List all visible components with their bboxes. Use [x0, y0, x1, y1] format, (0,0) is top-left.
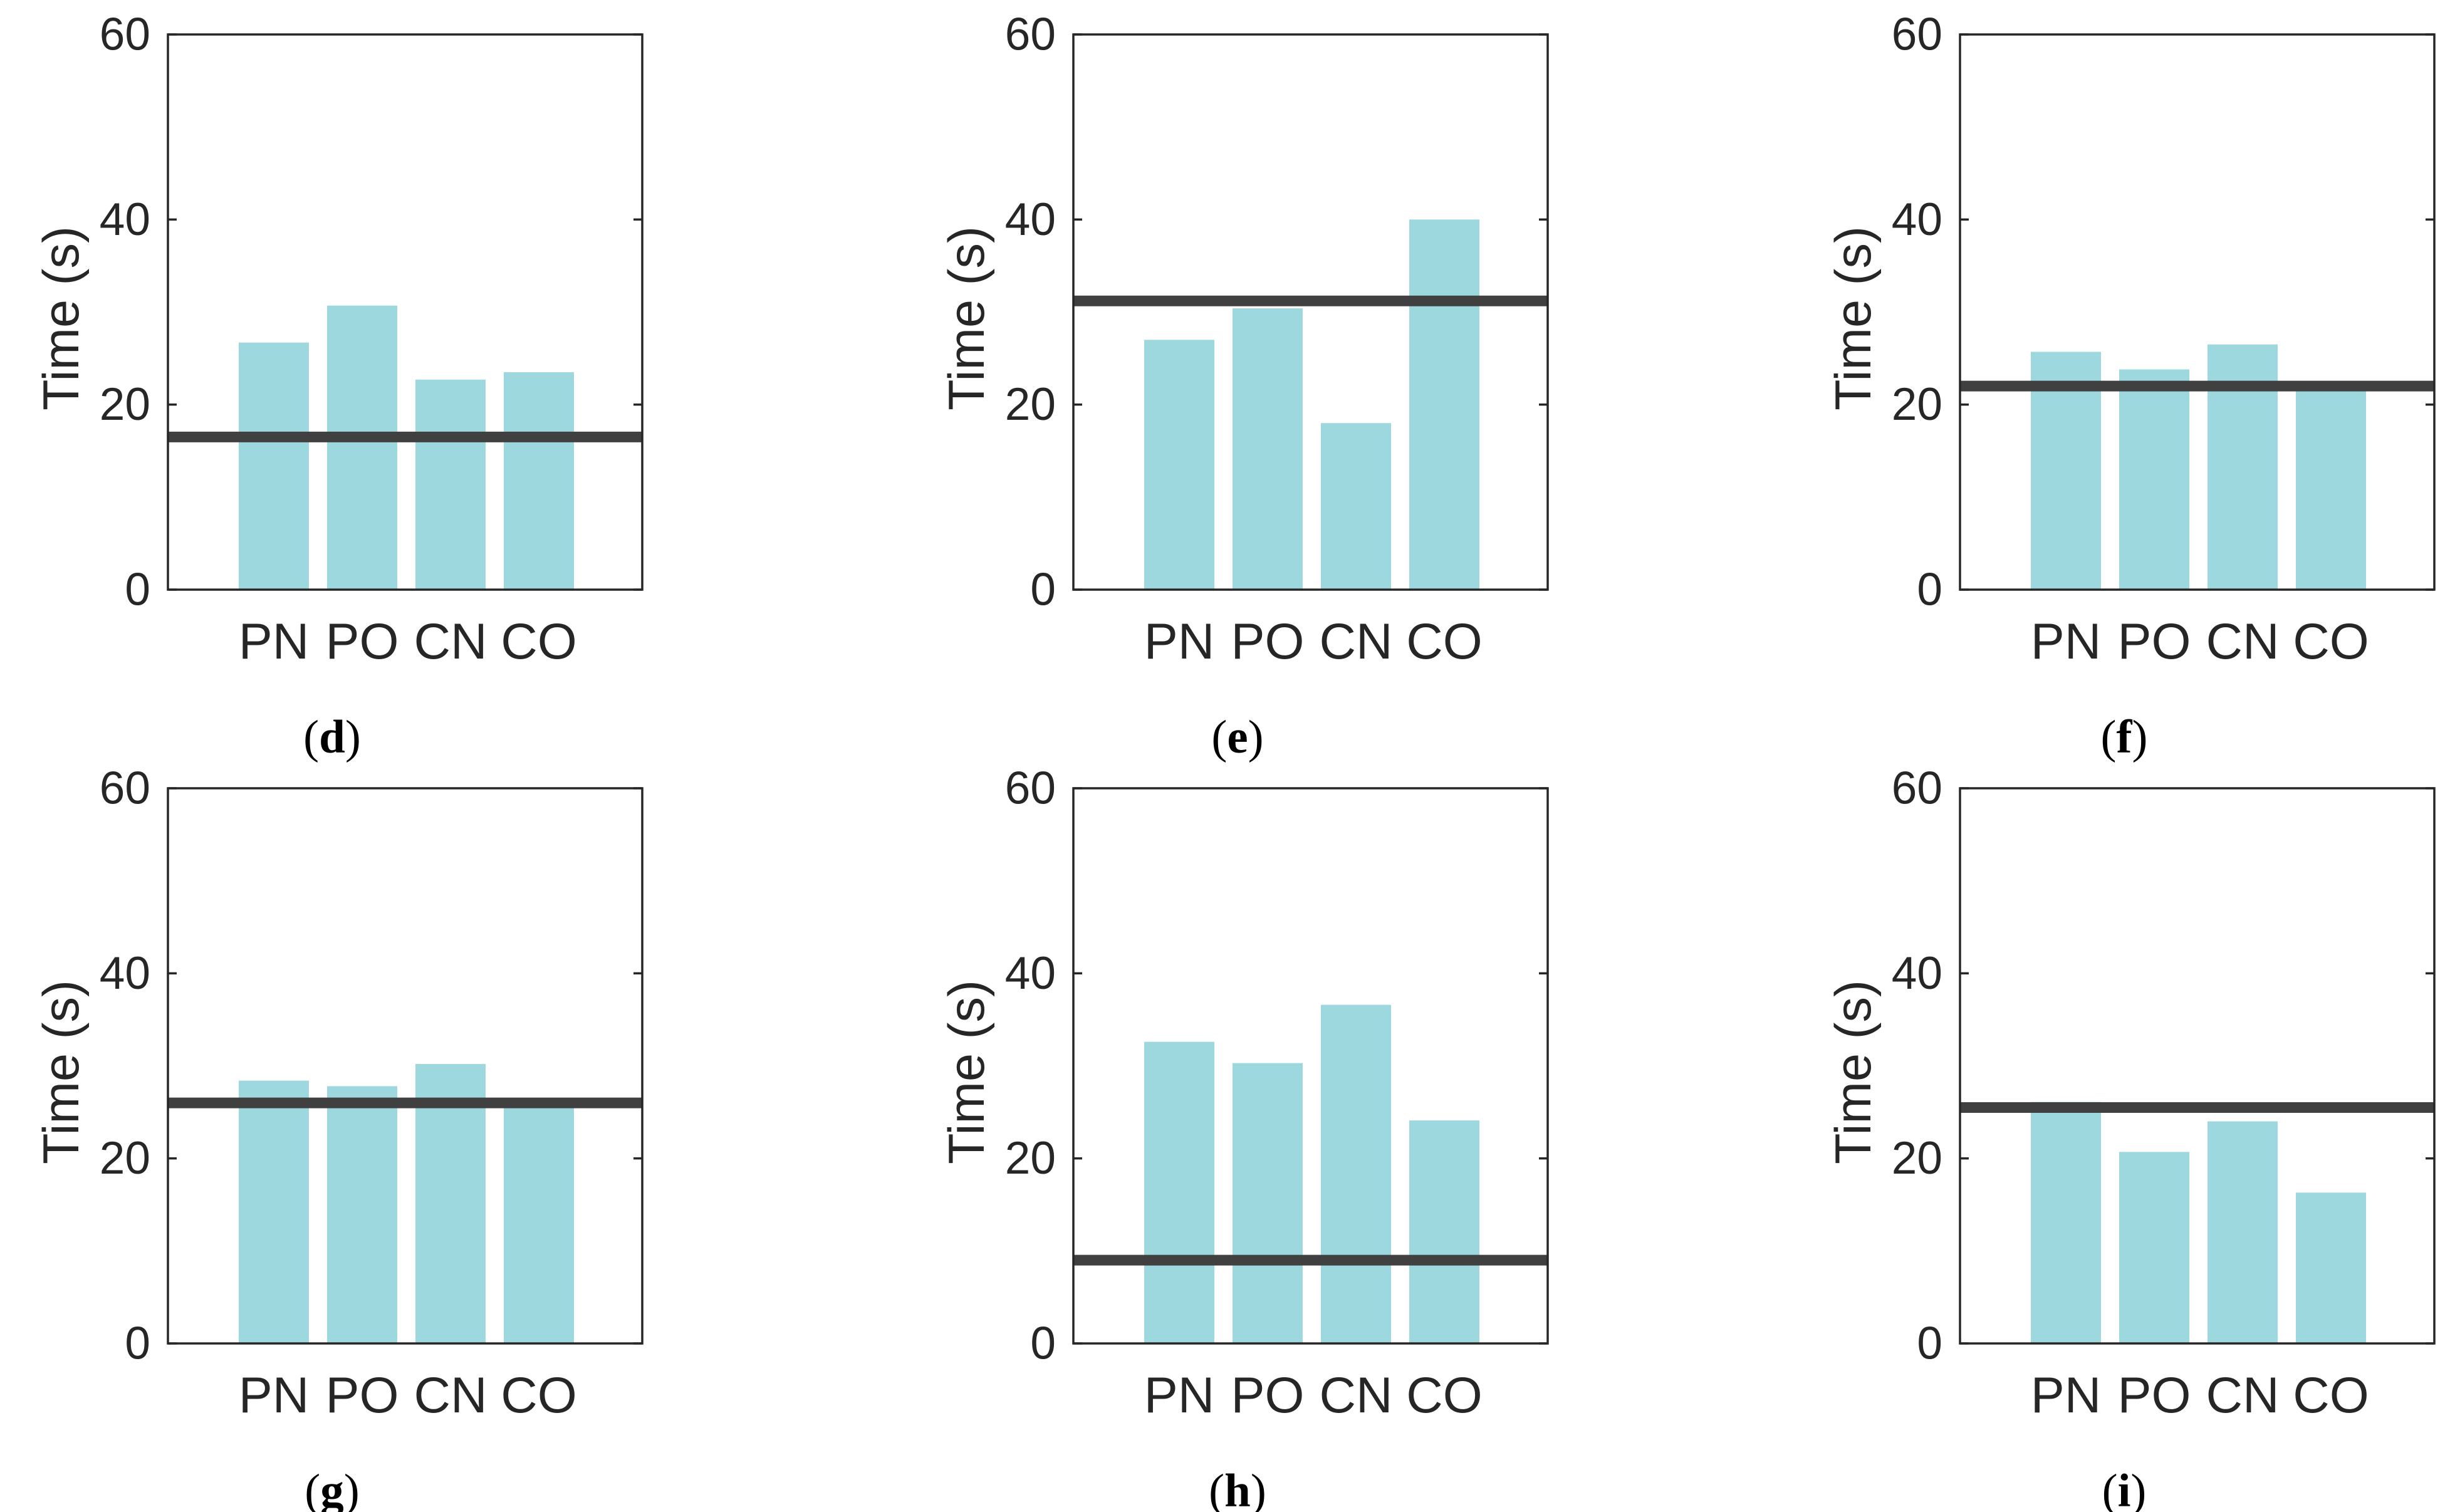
ytick-label-f-60: 60: [1892, 9, 1942, 60]
ytick-label-d-40: 40: [100, 194, 150, 245]
bar-f-po: [2119, 369, 2189, 590]
bar-h-po: [1233, 1063, 1303, 1343]
category-label-h-pn: PN: [1144, 1367, 1215, 1424]
category-label-d-pn: PN: [239, 613, 310, 670]
category-label-e-po: PO: [1231, 613, 1304, 670]
ytick-label-e-60: 60: [1005, 9, 1056, 60]
chart-panel-e: 0 20 40 60 PN PO CN CO Time (s) (e): [939, 9, 1549, 763]
category-label-h-po: PO: [1231, 1367, 1304, 1424]
category-label-i-co: CO: [2293, 1367, 2369, 1424]
bar-i-cn: [2208, 1121, 2278, 1343]
category-label-d-po: PO: [325, 613, 399, 670]
bar-e-co: [1409, 219, 1479, 590]
category-label-f-cn: CN: [2206, 613, 2280, 670]
category-label-f-pn: PN: [2031, 613, 2102, 670]
ytick-label-d-20: 20: [100, 379, 150, 430]
bar-i-pn: [2031, 1102, 2101, 1343]
y-axis-label-f: Time (s): [1825, 226, 1882, 410]
y-axis-label-i: Time (s): [1825, 980, 1882, 1164]
panel-label-f: (f): [2101, 711, 2148, 763]
chart-panel-i: 0 20 40 60 PN PO CN CO Time (s) (i): [1825, 763, 2436, 1512]
y-axis-label-g: Time (s): [33, 980, 90, 1164]
bar-f-co: [2296, 388, 2366, 590]
ytick-label-i-0: 0: [1917, 1318, 1942, 1369]
category-label-g-po: PO: [325, 1367, 399, 1424]
panel-label-g: (g): [305, 1465, 359, 1512]
ytick-label-e-40: 40: [1005, 194, 1056, 245]
bar-f-pn: [2031, 352, 2101, 590]
y-axis-label-e: Time (s): [939, 226, 995, 410]
bar-g-co: [504, 1103, 574, 1343]
ytick-label-f-0: 0: [1917, 565, 1942, 615]
ytick-label-g-40: 40: [100, 948, 150, 999]
category-label-i-cn: CN: [2206, 1367, 2280, 1424]
axes-box-h: [1072, 787, 1549, 1345]
panel-label-i: (i): [2102, 1465, 2147, 1512]
chart-panel-d: 0 20 40 60 PN PO CN CO Time (s) (d): [33, 9, 644, 763]
category-label-g-co: CO: [501, 1367, 577, 1424]
y-axis-label-h: Time (s): [939, 980, 995, 1164]
category-label-d-co: CO: [501, 613, 577, 670]
category-label-g-cn: CN: [414, 1367, 487, 1424]
category-label-f-po: PO: [2117, 613, 2191, 670]
category-label-i-pn: PN: [2031, 1367, 2102, 1424]
ytick-label-e-20: 20: [1005, 379, 1056, 430]
bar-h-pn: [1144, 1041, 1214, 1343]
panel-label-e: (e): [1211, 711, 1263, 763]
chart-panel-g: 0 20 40 60 PN PO CN CO Time (s) (g): [33, 763, 644, 1512]
ytick-label-f-40: 40: [1892, 194, 1942, 245]
ytick-label-h-40: 40: [1005, 948, 1056, 999]
ytick-label-g-0: 0: [125, 1318, 150, 1369]
ytick-label-h-0: 0: [1030, 1318, 1056, 1369]
ytick-label-i-20: 20: [1892, 1133, 1942, 1184]
bar-i-co: [2296, 1192, 2366, 1343]
axes-box-e: [1072, 33, 1549, 591]
ytick-label-d-60: 60: [100, 9, 150, 60]
category-label-g-pn: PN: [239, 1367, 310, 1424]
bar-g-cn: [415, 1064, 486, 1343]
bar-d-co: [504, 372, 574, 590]
category-label-h-cn: CN: [1320, 1367, 1393, 1424]
ytick-label-h-20: 20: [1005, 1133, 1056, 1184]
bar-d-cn: [415, 379, 486, 590]
category-label-h-co: CO: [1406, 1367, 1483, 1424]
ytick-label-i-40: 40: [1892, 948, 1942, 999]
bar-d-po: [327, 305, 397, 590]
bar-g-pn: [239, 1080, 309, 1343]
category-label-i-po: PO: [2117, 1367, 2191, 1424]
bar-d-pn: [239, 342, 309, 590]
y-axis-label-d: Time (s): [33, 226, 90, 410]
panel-label-h: (h): [1209, 1465, 1266, 1512]
ytick-label-h-60: 60: [1005, 763, 1056, 814]
bar-e-cn: [1321, 423, 1391, 590]
ytick-label-d-0: 0: [125, 565, 150, 615]
category-label-e-pn: PN: [1144, 613, 1215, 670]
ytick-label-i-60: 60: [1892, 763, 1942, 814]
bar-g-po: [327, 1086, 397, 1343]
panel-label-d: (d): [303, 711, 361, 763]
bar-e-pn: [1144, 340, 1214, 590]
category-label-e-cn: CN: [1320, 613, 1393, 670]
bar-e-po: [1233, 308, 1303, 590]
axes-box-d: [167, 33, 644, 591]
bar-i-po: [2119, 1152, 2189, 1343]
category-label-d-cn: CN: [414, 613, 487, 670]
chart-panel-h: 0 20 40 60 PN PO CN CO Time (s) (h): [939, 763, 1549, 1512]
chart-panel-f: 0 20 40 60 PN PO CN CO Time (s) (f): [1825, 9, 2436, 763]
ytick-label-e-0: 0: [1030, 565, 1056, 615]
ytick-label-g-60: 60: [100, 763, 150, 814]
axes-box-f: [1959, 33, 2436, 591]
ytick-label-g-20: 20: [100, 1133, 150, 1184]
bar-h-cn: [1321, 1004, 1391, 1343]
axes-box-i: [1959, 787, 2436, 1345]
bar-h-co: [1409, 1120, 1479, 1343]
category-label-e-co: CO: [1406, 613, 1483, 670]
category-label-f-co: CO: [2293, 613, 2369, 670]
ytick-label-f-20: 20: [1892, 379, 1942, 430]
axes-box-g: [167, 787, 644, 1345]
